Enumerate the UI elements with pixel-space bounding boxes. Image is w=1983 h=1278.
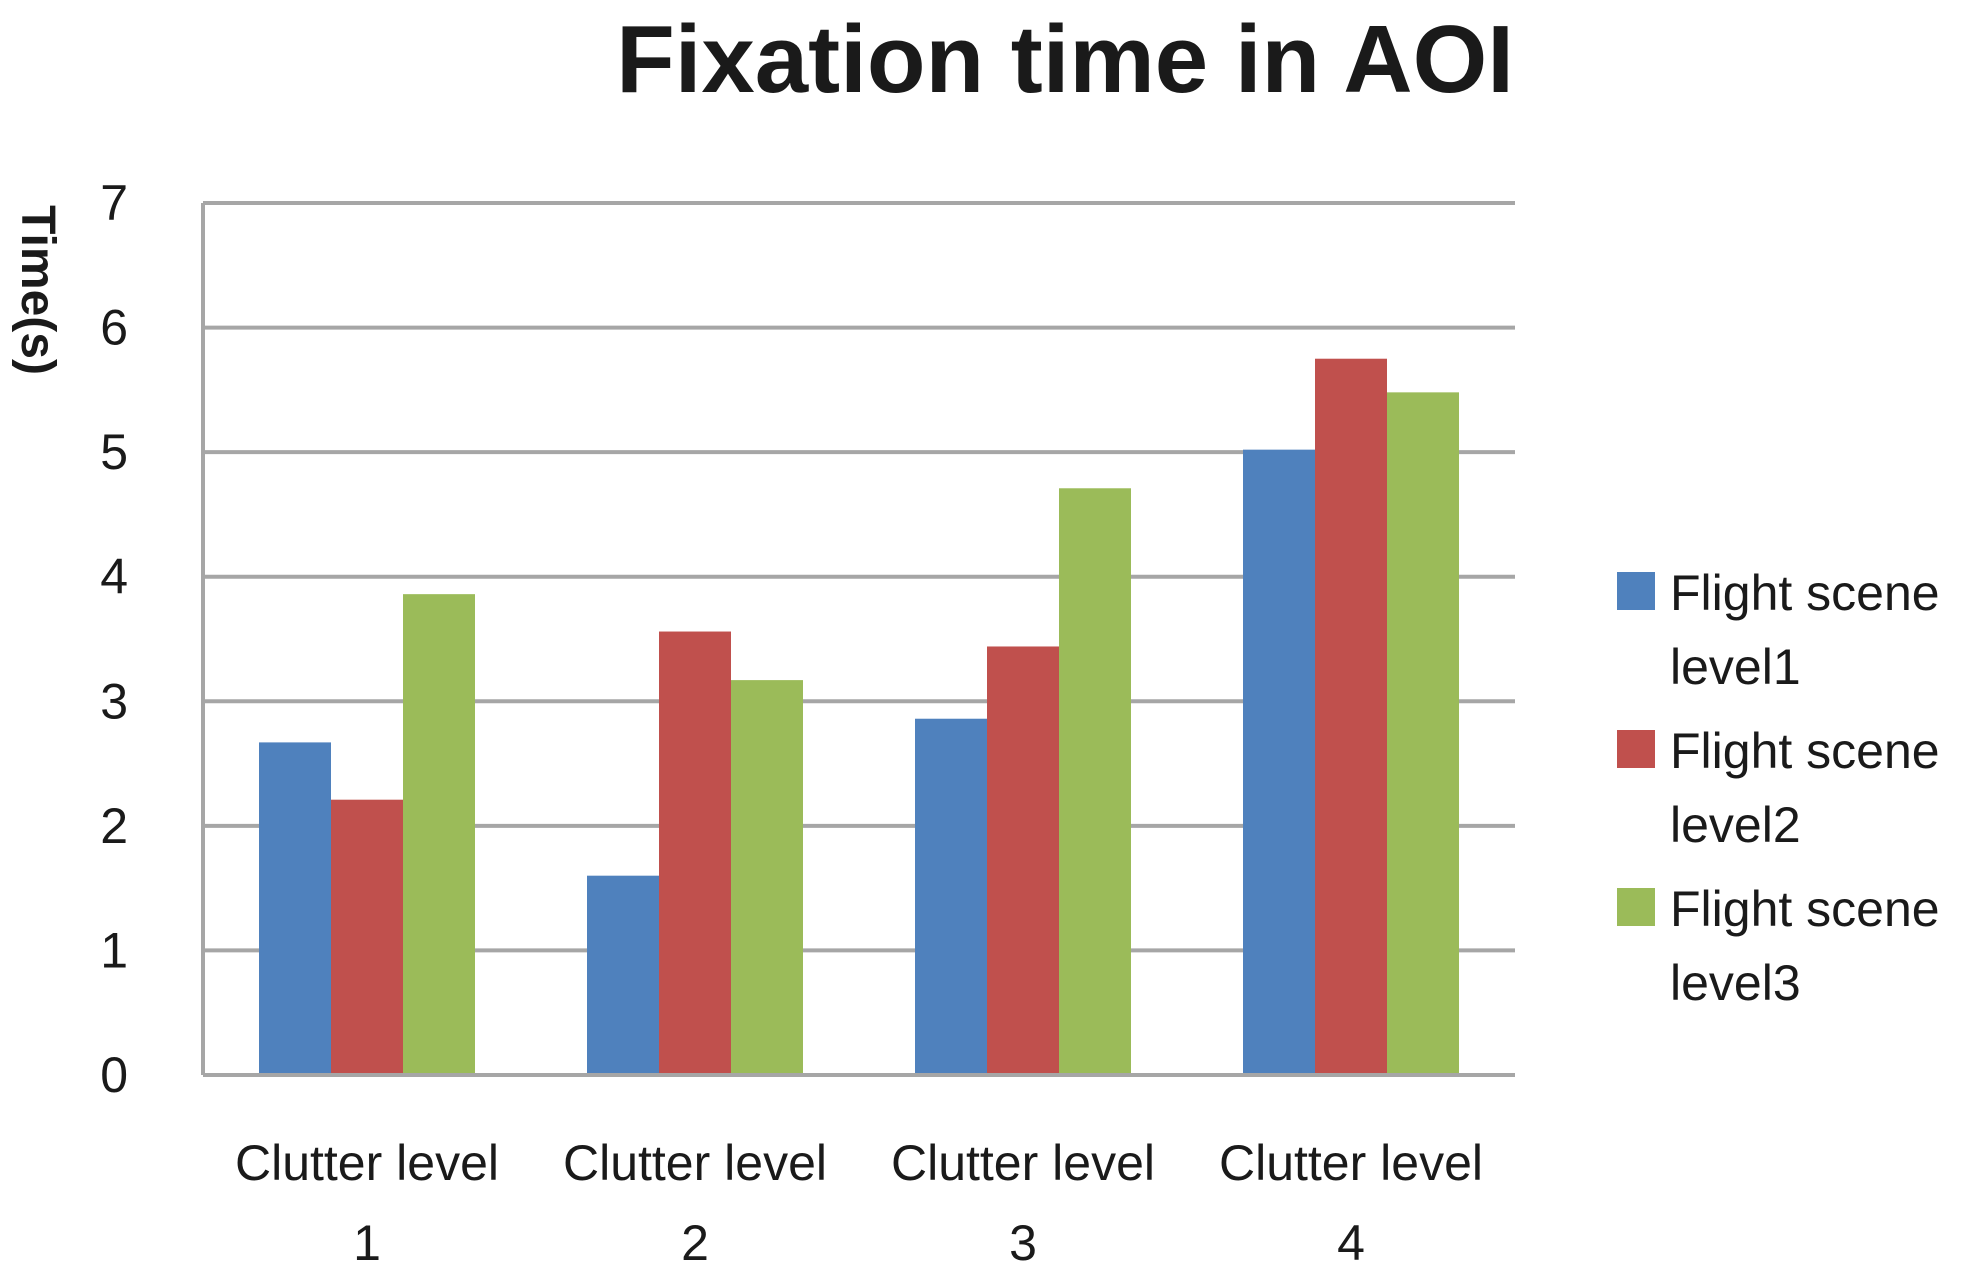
axes [201,203,1515,1077]
x-tick-label: Clutter level 4 [1219,1135,1483,1271]
bar-series-2-category-2 [659,631,731,1075]
bar-series-3-category-1 [403,594,475,1075]
x-tick-label: Clutter level 1 [235,1135,499,1271]
bar-series-1-category-3 [915,718,987,1075]
legend-label: Flight scene level1 [1670,565,1940,695]
bar-series-1-category-1 [259,742,331,1075]
bar-series-2-category-1 [331,799,403,1075]
bar-series-2-category-4 [1315,358,1387,1075]
legend-label: Flight scene level2 [1670,723,1940,853]
legend-swatch [1617,572,1655,610]
y-tick-label: 6 [100,300,128,356]
y-tick-label: 2 [100,798,128,854]
y-tick-label: 5 [100,424,128,480]
bar-series-1-category-4 [1243,449,1315,1075]
bars [259,358,1459,1076]
x-tick-labels: Clutter level 1 Clutter level 2 Clutter leve… [235,1135,1483,1271]
y-tick-label: 3 [100,673,128,729]
y-axis-label: Time(s) [11,205,64,375]
legend-label: Flight scene level3 [1670,881,1940,1011]
bar-series-3-category-3 [1059,488,1131,1076]
y-tick-label: 1 [100,922,128,978]
legend: Flight scene level1 Flight scene level2 Flig… [1617,565,1940,1011]
chart-title: Fixation time in AOI [616,6,1514,113]
legend-swatch [1617,888,1655,926]
bar-series-3-category-4 [1387,392,1459,1075]
x-tick-label: Clutter level 3 [891,1135,1155,1271]
y-tick-label: 4 [100,549,128,605]
y-tick-labels: 0 1 2 3 4 5 6 7 [100,175,128,1103]
bar-series-3-category-2 [731,680,803,1075]
x-tick-label: Clutter level 2 [563,1135,827,1271]
bar-series-1-category-2 [587,875,659,1075]
y-tick-label: 0 [100,1047,128,1103]
legend-swatch [1617,730,1655,768]
y-tick-label: 7 [100,175,128,231]
bar-series-2-category-3 [987,646,1059,1075]
